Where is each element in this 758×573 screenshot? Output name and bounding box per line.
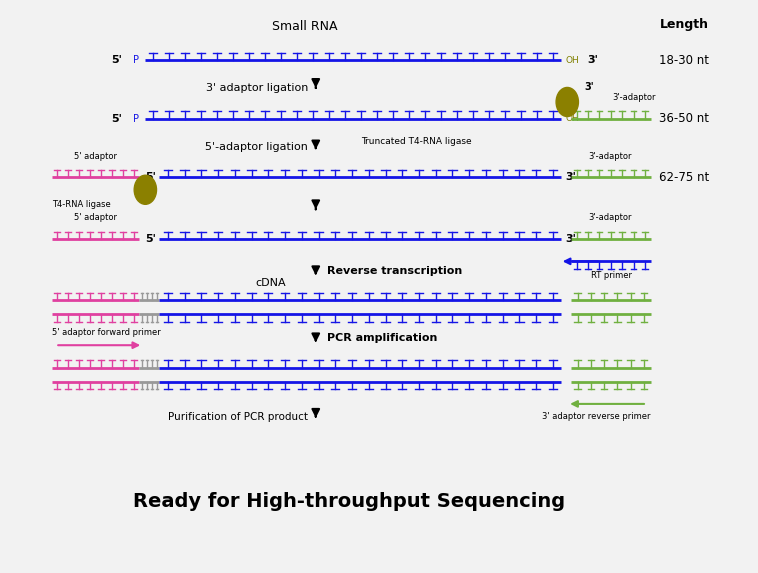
Text: 18-30 nt: 18-30 nt (659, 53, 709, 66)
Text: 3': 3' (584, 82, 594, 92)
Text: 5'-adaptor ligation: 5'-adaptor ligation (205, 142, 309, 152)
Text: 5': 5' (111, 55, 122, 65)
Text: T4-RNA ligase: T4-RNA ligase (52, 200, 111, 209)
Text: 3' adaptor reverse primer: 3' adaptor reverse primer (542, 413, 650, 421)
Text: 3'-adaptor: 3'-adaptor (588, 213, 631, 222)
Text: 3': 3' (587, 55, 598, 65)
Text: cDNA: cDNA (255, 278, 286, 288)
Text: P: P (133, 55, 139, 65)
Text: Ready for High-throughput Sequencing: Ready for High-throughput Sequencing (133, 492, 565, 511)
Text: 3'-adaptor: 3'-adaptor (612, 93, 656, 102)
Text: PCR amplification: PCR amplification (327, 333, 437, 343)
Text: 3': 3' (565, 172, 576, 182)
Text: Reverse transcription: Reverse transcription (327, 266, 462, 276)
Text: Small RNA: Small RNA (272, 20, 337, 33)
Text: Length: Length (659, 18, 709, 32)
Text: P: P (133, 114, 139, 124)
Ellipse shape (556, 88, 578, 116)
Text: OH: OH (565, 56, 579, 65)
Text: 36-50 nt: 36-50 nt (659, 112, 709, 125)
Text: 5': 5' (111, 114, 122, 124)
Text: 5': 5' (146, 172, 156, 182)
Text: 62-75 nt: 62-75 nt (659, 171, 709, 184)
Text: 3' adaptor ligation: 3' adaptor ligation (206, 83, 309, 93)
Text: Truncated T4-RNA ligase: Truncated T4-RNA ligase (361, 136, 471, 146)
Text: 5' adaptor: 5' adaptor (74, 213, 117, 222)
Text: OH: OH (565, 114, 579, 123)
Text: 3': 3' (565, 234, 576, 244)
Text: 3'-adaptor: 3'-adaptor (588, 152, 631, 160)
Text: 5' adaptor forward primer: 5' adaptor forward primer (52, 328, 161, 337)
Text: 5' adaptor: 5' adaptor (74, 152, 117, 160)
Text: 5': 5' (146, 234, 156, 244)
Ellipse shape (134, 175, 156, 205)
Text: RT primer: RT primer (591, 272, 632, 280)
Text: Purification of PCR product: Purification of PCR product (168, 412, 309, 422)
